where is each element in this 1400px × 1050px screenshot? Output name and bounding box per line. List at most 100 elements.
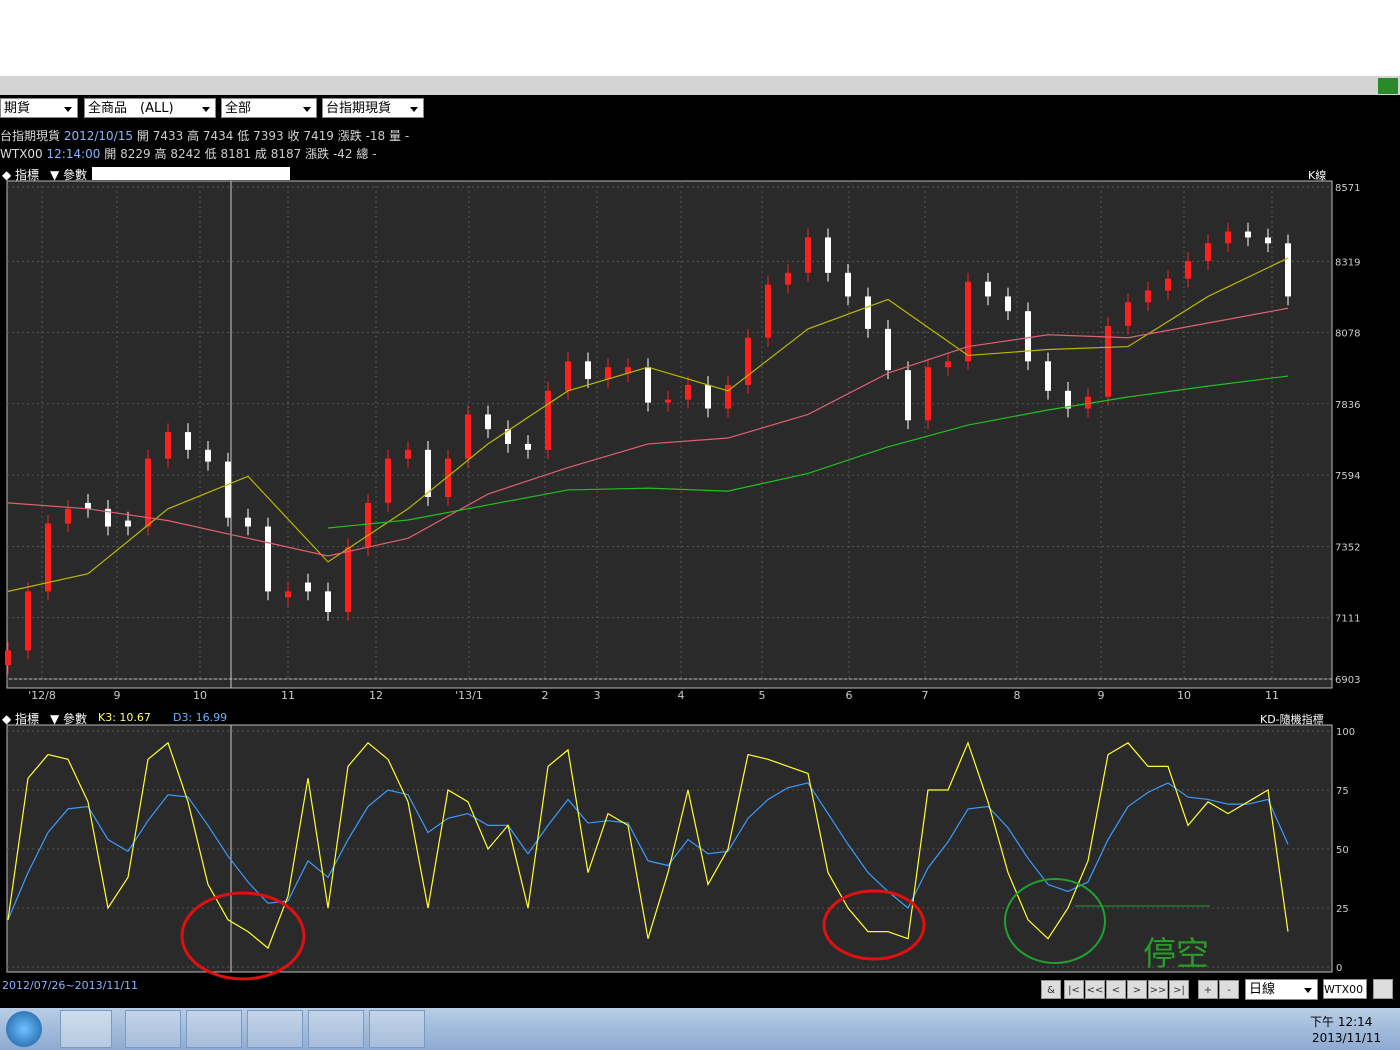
candle-body (705, 384, 711, 409)
field-value: 7419 (303, 129, 334, 143)
nav-button[interactable]: << (1085, 980, 1105, 999)
nav-button[interactable]: >| (1169, 980, 1189, 999)
symbol-input[interactable]: WTX00 (1323, 979, 1367, 999)
explorer-icon[interactable] (125, 1010, 181, 1048)
x-tick-label: 11 (281, 689, 295, 702)
nav-button[interactable]: & (1041, 980, 1061, 999)
candle-body (785, 272, 791, 285)
x-tick-label: 9 (114, 689, 121, 702)
circle-annotation (822, 889, 926, 961)
candle-body (925, 367, 931, 421)
candle-body (1045, 361, 1051, 391)
candle-body (1005, 296, 1011, 312)
symbol: 台指期現貨 (0, 129, 61, 143)
nav-button[interactable]: + (1198, 980, 1218, 999)
candle-body (905, 370, 911, 421)
nav-button[interactable]: - (1219, 980, 1239, 999)
field-label: 漲跌 (337, 129, 362, 143)
app-icon[interactable] (247, 1010, 303, 1048)
d-label: D3: 16.99 (173, 711, 228, 724)
y-tick-label: 100 (1336, 727, 1355, 738)
candle-body (25, 591, 31, 651)
candle-body (1065, 390, 1071, 409)
candle-body (805, 237, 811, 273)
candle-body (945, 361, 951, 368)
tab-param[interactable]: ▼ 參數 (50, 712, 88, 726)
x-tick-label: 9 (1098, 689, 1105, 702)
candle-body (205, 449, 211, 462)
candle-body (1285, 243, 1291, 297)
y-tick-label: 6903 (1335, 675, 1360, 686)
field-value: 8242 (170, 147, 201, 161)
candle-body (1245, 231, 1251, 238)
candle-body (5, 650, 11, 666)
price-panel (6, 180, 1333, 689)
field-value: 7434 (202, 129, 234, 143)
field-label: 低 (237, 129, 250, 143)
icon-button[interactable] (1373, 979, 1393, 999)
time: 12:14:00 (46, 147, 101, 161)
candle-body (985, 281, 991, 297)
field-value: - (372, 147, 377, 161)
date-range: 2012/07/26~2013/11/11 (2, 979, 138, 992)
app-icon[interactable] (1378, 78, 1398, 94)
select[interactable]: 全商品 (ALL) (84, 98, 216, 118)
select[interactable]: 全部 (221, 98, 317, 118)
candle-body (1165, 278, 1171, 291)
candle-body (1105, 325, 1111, 397)
field-value: 8229 (120, 147, 151, 161)
nav-button[interactable]: < (1106, 980, 1126, 999)
candle-body (445, 458, 451, 498)
x-tick-label: 3 (594, 689, 601, 702)
candle-body (1025, 311, 1031, 362)
media-icon[interactable] (186, 1010, 242, 1048)
x-tick-label: '13/1 (455, 689, 483, 702)
line-icon[interactable] (369, 1010, 425, 1048)
ie-icon[interactable] (60, 1010, 112, 1048)
field-label: 開 (136, 129, 149, 143)
candle-body (325, 591, 331, 613)
candle-body (285, 591, 291, 598)
x-tick-label: 2 (542, 689, 549, 702)
y-tick-label: 0 (1336, 963, 1342, 974)
y-tick-label: 7352 (1335, 543, 1360, 554)
start-button[interactable] (6, 1011, 42, 1047)
candle-body (385, 458, 391, 503)
tab-indicator[interactable]: ◆ 指標 (2, 168, 40, 182)
y-tick-label: 8078 (1335, 328, 1360, 339)
candle-body (765, 284, 771, 338)
candle-body (45, 523, 51, 592)
candle-body (885, 328, 891, 371)
nav-button[interactable]: > (1127, 980, 1147, 999)
x-tick-label: 10 (1177, 689, 1191, 702)
select[interactable]: 台指期現貨 (322, 98, 424, 118)
field-label: 高 (154, 147, 167, 161)
x-tick-label: 6 (846, 689, 853, 702)
y-tick-label: 25 (1336, 904, 1349, 915)
y-tick-label: 50 (1336, 845, 1349, 856)
candle-body (165, 432, 171, 459)
chrome-icon[interactable] (308, 1010, 364, 1048)
x-tick-label: 5 (759, 689, 766, 702)
field-value: -42 (332, 147, 353, 161)
candle-body (645, 367, 651, 403)
candle-body (1205, 243, 1211, 262)
quote-row: 台指期現貨 2012/10/15 開 7433 高 7434 低 7393 收 … (0, 127, 413, 144)
candle-body (425, 449, 431, 498)
panel-label: KD-隨機指標 (1260, 713, 1324, 726)
tab-indicator[interactable]: ◆ 指標 (2, 712, 40, 726)
nav-button[interactable]: |< (1064, 980, 1084, 999)
candle-body (225, 461, 231, 518)
input[interactable] (92, 167, 290, 180)
tab-param[interactable]: ▼ 參數 (50, 168, 88, 182)
x-tick-label: 4 (678, 689, 685, 702)
select[interactable]: 期貨 (0, 98, 78, 118)
nav-button[interactable]: >> (1148, 980, 1168, 999)
candle-body (125, 520, 131, 527)
candle-body (1145, 290, 1151, 303)
y-tick-label: 8571 (1335, 183, 1360, 194)
y-tick-label: 7111 (1335, 614, 1360, 625)
period-select[interactable]: 日線 (1245, 979, 1318, 1000)
y-tick-label: 7594 (1335, 471, 1360, 482)
